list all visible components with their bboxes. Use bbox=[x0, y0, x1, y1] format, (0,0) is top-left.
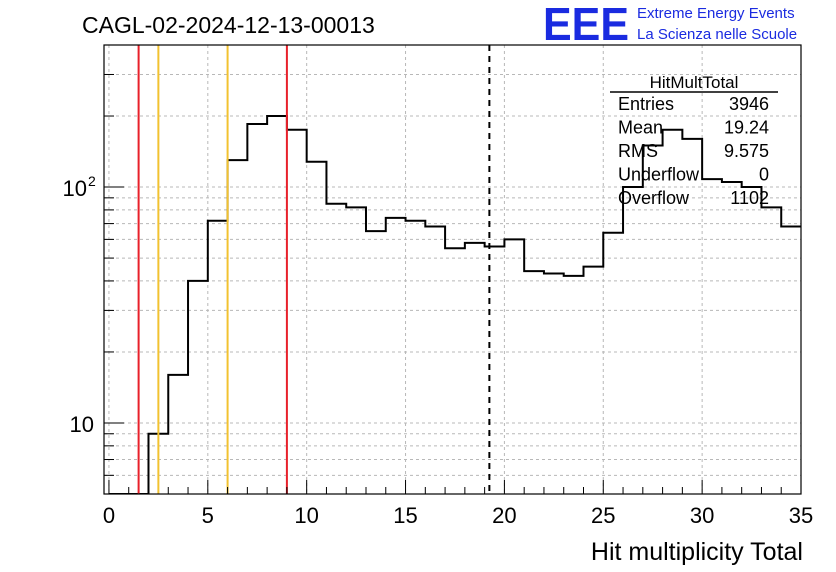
stats-row-label: Overflow bbox=[618, 188, 690, 208]
histogram-bin bbox=[168, 375, 188, 494]
logo-line-1: Extreme Energy Events bbox=[637, 5, 795, 22]
histogram-bin bbox=[346, 207, 366, 494]
stats-row-label: Entries bbox=[618, 94, 674, 114]
histogram-bin bbox=[722, 182, 742, 494]
histogram-bin bbox=[326, 204, 346, 494]
histogram-bin bbox=[406, 221, 426, 494]
x-tick-label: 30 bbox=[690, 503, 714, 528]
eee-logo: EEE Extreme Energy Events La Scienza nel… bbox=[543, 0, 797, 50]
histogram-bin bbox=[465, 243, 485, 494]
stats-row-label: RMS bbox=[618, 141, 658, 161]
logo-line-2: La Scienza nelle Scuole bbox=[637, 26, 797, 43]
histogram-series bbox=[108, 115, 801, 494]
x-tick-label: 15 bbox=[393, 503, 417, 528]
x-tick-label: 35 bbox=[789, 503, 813, 528]
histogram-bin bbox=[307, 162, 327, 494]
stats-row-label: Underflow bbox=[618, 165, 700, 185]
histogram-bin bbox=[544, 274, 564, 494]
histogram-bin bbox=[267, 116, 287, 494]
x-tick-label: 25 bbox=[591, 503, 615, 528]
histogram-outline bbox=[108, 115, 801, 494]
histogram-bin bbox=[445, 248, 465, 494]
histogram-bin bbox=[603, 233, 623, 494]
histogram-bin bbox=[208, 221, 228, 494]
histogram-bin bbox=[485, 246, 505, 494]
histogram-bin bbox=[781, 227, 801, 494]
histogram-bin bbox=[188, 281, 208, 494]
y-tick-label: 10 bbox=[70, 412, 94, 437]
stats-row-label: Mean bbox=[618, 118, 663, 138]
histogram-bin bbox=[524, 271, 544, 494]
x-tick-label: 20 bbox=[492, 503, 516, 528]
stats-row-value: 1102 bbox=[730, 188, 769, 208]
x-tick-label: 10 bbox=[294, 503, 318, 528]
stats-box: HitMultTotal Entries 3946 Mean 19.24 RMS 9.57… bbox=[610, 73, 778, 208]
y-tick-label: 10 bbox=[63, 176, 87, 201]
stats-row-value: 9.575 bbox=[724, 141, 769, 161]
y-tick-exponent: 2 bbox=[88, 173, 96, 189]
histogram-bin bbox=[504, 239, 524, 494]
x-axis-label: Hit multiplicity Total bbox=[591, 538, 803, 566]
grid bbox=[104, 45, 801, 494]
histogram-bin bbox=[366, 231, 386, 494]
plot-frame bbox=[103, 44, 802, 495]
histogram-bin bbox=[702, 179, 722, 494]
histogram-bin bbox=[761, 207, 781, 494]
histogram-bin bbox=[742, 187, 762, 494]
histogram-bin bbox=[247, 124, 267, 494]
histogram-bin bbox=[425, 227, 445, 494]
marker-lines bbox=[137, 45, 491, 494]
logo-mark: EEE bbox=[543, 0, 629, 50]
histogram-bin bbox=[386, 218, 406, 494]
chart-title: CAGL-02-2024-12-13-00013 bbox=[82, 12, 375, 38]
x-tick-label: 5 bbox=[202, 503, 214, 528]
x-tick-label: 0 bbox=[103, 503, 115, 528]
stats-row-value: 3946 bbox=[729, 94, 769, 114]
histogram-bin bbox=[228, 160, 248, 494]
stats-row-value: 19.24 bbox=[724, 118, 769, 138]
stats-box-title: HitMultTotal bbox=[650, 73, 739, 92]
stats-row-value: 0 bbox=[759, 165, 769, 185]
histogram-bin bbox=[623, 187, 643, 494]
histogram-bin bbox=[287, 130, 307, 494]
histogram-bin bbox=[564, 276, 584, 494]
histogram-bin bbox=[583, 267, 603, 494]
